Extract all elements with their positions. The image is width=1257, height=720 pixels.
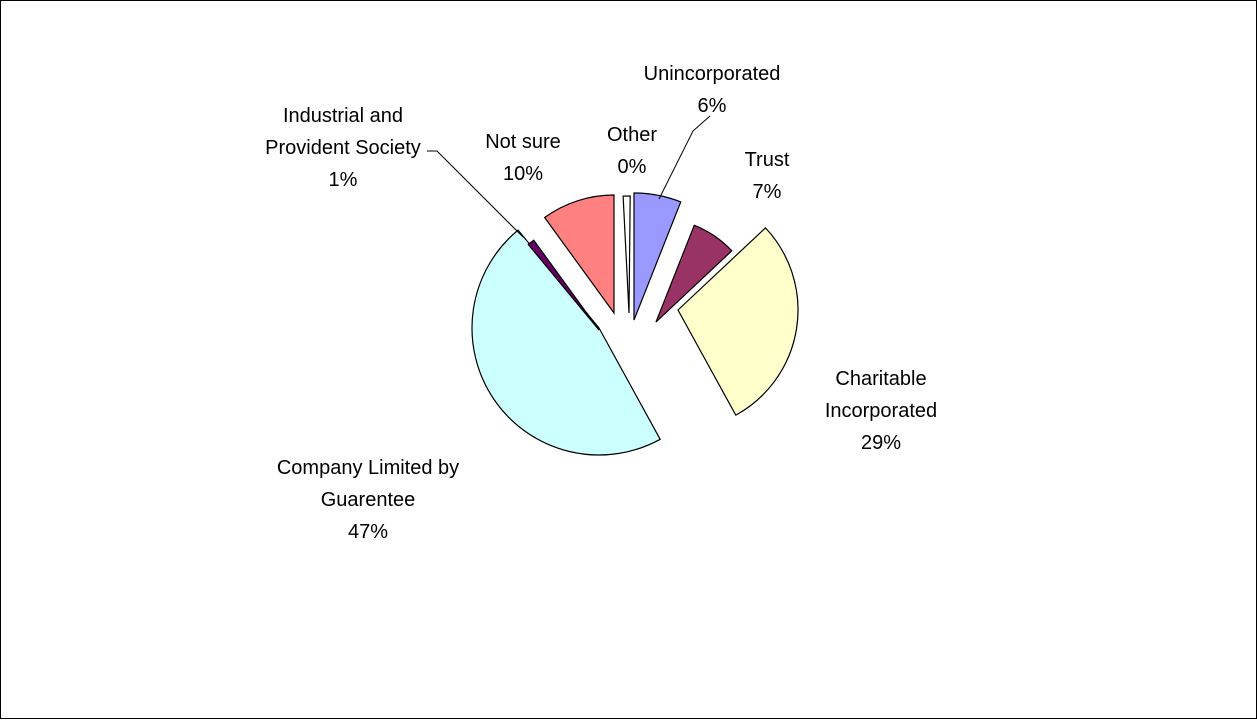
pie-slice-unincorporated bbox=[633, 192, 682, 321]
data-label-unincorporated: Unincorporated 6% bbox=[644, 63, 781, 117]
pie-slice-trust bbox=[655, 224, 733, 323]
data-label-company-limited-by-guarentee: Company Limited by Guarentee 47% bbox=[277, 457, 459, 543]
pie-slice-other bbox=[622, 195, 631, 314]
pie-slice-company-limited-by-guarentee bbox=[471, 229, 661, 456]
data-label-not-sure: Not sure 10% bbox=[485, 131, 561, 185]
leader-line-industrial-and-provident-society bbox=[427, 150, 524, 238]
data-label-charitable-incorporated: Charitable Incorporated 29% bbox=[825, 368, 937, 454]
data-labels: Unincorporated 6% Trust 7% Charitable Incorpo… bbox=[265, 63, 937, 543]
leader-line-unincorporated bbox=[658, 115, 711, 200]
data-label-trust: Trust 7% bbox=[745, 149, 790, 203]
data-label-other: Other 0% bbox=[607, 124, 657, 178]
pie-slices bbox=[471, 192, 799, 456]
data-label-industrial-and-provident-society: Industrial and Provident Society 1% bbox=[265, 105, 421, 191]
pie-slice-not-sure bbox=[543, 194, 615, 315]
pie-slice-industrial-and-provident-society bbox=[527, 239, 600, 331]
pie-slice-charitable-incorporated bbox=[677, 227, 799, 416]
leader-lines bbox=[427, 115, 711, 238]
